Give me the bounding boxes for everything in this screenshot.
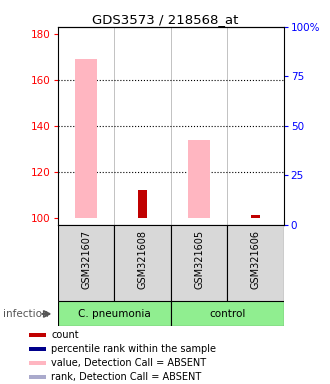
Text: infection: infection xyxy=(3,309,49,319)
Bar xyxy=(58,301,171,326)
Text: GSM321605: GSM321605 xyxy=(194,230,204,289)
Bar xyxy=(138,190,147,218)
Bar xyxy=(75,59,97,218)
Bar xyxy=(171,225,227,301)
Bar xyxy=(227,225,284,301)
Text: percentile rank within the sample: percentile rank within the sample xyxy=(51,344,216,354)
Text: GSM321607: GSM321607 xyxy=(81,230,91,289)
Bar xyxy=(188,139,210,218)
Bar xyxy=(58,225,114,301)
Bar xyxy=(29,333,46,337)
Text: rank, Detection Call = ABSENT: rank, Detection Call = ABSENT xyxy=(51,372,201,382)
Bar xyxy=(29,348,46,351)
Bar xyxy=(29,375,46,379)
Bar xyxy=(251,215,260,218)
Text: value, Detection Call = ABSENT: value, Detection Call = ABSENT xyxy=(51,358,206,368)
Bar xyxy=(114,225,171,301)
Text: C. pneumonia: C. pneumonia xyxy=(78,309,150,319)
Bar xyxy=(171,301,284,326)
Bar xyxy=(29,361,46,365)
Text: count: count xyxy=(51,330,79,340)
Text: GDS3573 / 218568_at: GDS3573 / 218568_at xyxy=(92,13,238,26)
Text: control: control xyxy=(209,309,246,319)
Text: GSM321606: GSM321606 xyxy=(250,230,261,289)
Text: GSM321608: GSM321608 xyxy=(138,230,148,289)
